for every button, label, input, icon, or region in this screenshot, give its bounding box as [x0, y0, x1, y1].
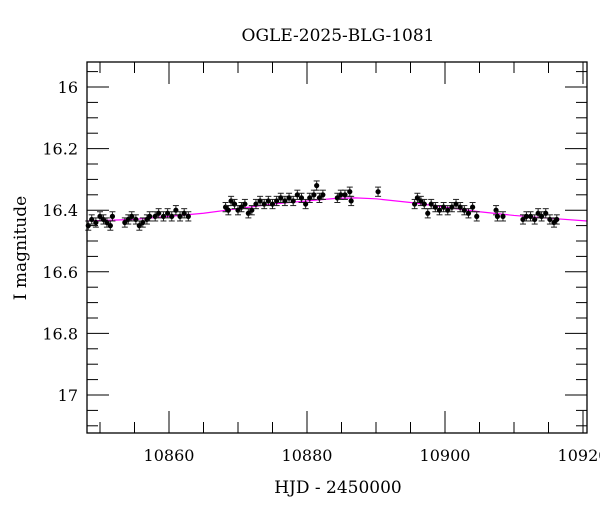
data-marker — [474, 213, 480, 219]
data-point — [411, 198, 418, 210]
data-point — [424, 208, 431, 219]
data-point — [185, 211, 192, 222]
data-point — [553, 214, 560, 225]
y-axis-label: I magnitude — [11, 196, 31, 300]
data-point — [319, 189, 326, 200]
data-point — [306, 192, 313, 203]
data-marker — [425, 210, 431, 216]
data-point — [85, 220, 92, 231]
data-marker — [554, 216, 560, 223]
data-marker — [109, 213, 116, 219]
data-marker — [311, 192, 317, 198]
axis-ticks: 10860 10880 10900 10920 16 16.2 16.4 16.6 16.8 17 — [42, 62, 600, 465]
data-point — [172, 205, 179, 216]
data-point — [453, 198, 460, 210]
y-tick-label: 16.8 — [42, 324, 78, 343]
data-point — [473, 211, 480, 222]
data-marker — [320, 192, 326, 198]
data-marker — [347, 189, 353, 195]
data-point — [241, 198, 248, 210]
data-point — [348, 195, 355, 207]
data-point — [469, 202, 476, 213]
data-marker — [242, 201, 248, 207]
data-point — [109, 211, 116, 222]
data-point — [542, 208, 549, 219]
data-points-group — [85, 180, 560, 231]
x-tick-label: 10880 — [282, 446, 333, 465]
data-point — [494, 211, 501, 222]
data-marker — [185, 213, 191, 219]
data-marker — [342, 192, 348, 198]
data-marker — [225, 207, 231, 213]
data-point — [290, 195, 297, 207]
data-marker — [523, 213, 530, 219]
data-point — [121, 217, 128, 228]
data-marker — [107, 223, 113, 229]
data-point — [527, 211, 534, 222]
data-marker — [470, 204, 476, 210]
data-point — [341, 189, 348, 200]
data-marker — [500, 213, 506, 219]
chart-title: OGLE-2025-BLG-1081 — [242, 26, 435, 46]
data-point — [499, 211, 506, 222]
plot-frame — [86, 61, 588, 434]
y-tick-label: 16.6 — [42, 263, 78, 282]
data-point — [313, 180, 320, 191]
x-tick-label: 10860 — [144, 446, 195, 465]
data-marker — [314, 182, 320, 189]
data-marker — [494, 213, 501, 219]
data-point — [375, 186, 382, 197]
data-point — [146, 211, 153, 222]
data-point — [228, 195, 235, 207]
data-marker — [348, 198, 354, 204]
data-marker — [421, 201, 427, 207]
data-marker — [375, 189, 381, 195]
data-point — [139, 217, 146, 228]
data-point — [164, 208, 171, 219]
x-tick-label: 10900 — [420, 446, 471, 465]
data-point — [346, 186, 353, 197]
data-point — [155, 208, 162, 219]
data-point — [436, 205, 443, 216]
data-point — [160, 211, 167, 222]
data-point — [298, 192, 305, 203]
x-tick-label: 10920 — [558, 446, 600, 465]
data-marker — [156, 210, 162, 216]
data-marker — [147, 213, 153, 219]
y-tick-label: 17 — [58, 386, 78, 405]
data-marker — [338, 192, 344, 198]
x-axis-label: HJD - 2450000 — [274, 478, 402, 498]
y-tick-label: 16 — [58, 78, 78, 97]
y-tick-label: 16.2 — [42, 140, 78, 159]
y-tick-label: 16.4 — [42, 201, 78, 220]
